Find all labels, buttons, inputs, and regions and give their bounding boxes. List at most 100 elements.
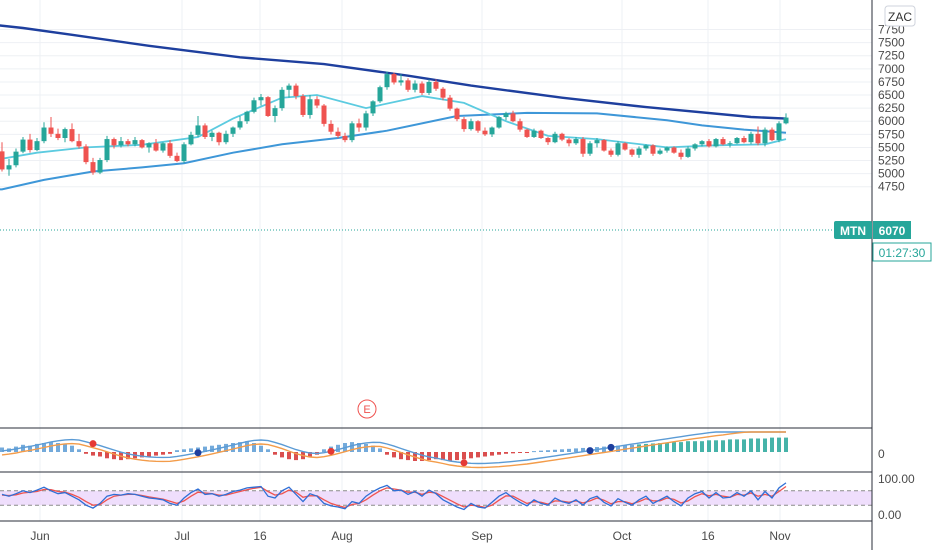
candle	[293, 83, 299, 100]
macd-hist-bar	[0, 447, 4, 452]
candle-body	[328, 123, 334, 132]
candle-body	[125, 141, 131, 145]
candle-body	[34, 141, 40, 151]
candle	[391, 72, 397, 85]
macd-hist-bar	[406, 452, 410, 461]
candle-body	[132, 140, 138, 145]
macd-hist-bar	[427, 452, 431, 461]
candle-body	[615, 143, 621, 155]
candle-body	[643, 145, 649, 149]
candle	[321, 103, 327, 127]
candle	[622, 142, 628, 151]
macd-hist-bar	[518, 452, 522, 453]
candle	[503, 111, 509, 121]
candle	[55, 128, 61, 141]
candle	[566, 138, 572, 147]
candle	[720, 136, 726, 146]
candle-body	[720, 139, 726, 145]
candle	[762, 127, 768, 147]
macd-hist-bar	[259, 445, 263, 452]
price-tick-label: 7500	[878, 36, 905, 50]
candle	[237, 116, 243, 130]
candle	[426, 79, 432, 96]
macd-hist-bar	[203, 446, 207, 452]
candle-body	[426, 81, 432, 93]
candle-body	[545, 138, 551, 143]
macd-hist-bar	[469, 452, 473, 459]
macd-hist-bar	[105, 452, 109, 459]
price-axis[interactable]: 7750750072507000675065006250600057505500…	[878, 23, 905, 194]
macd-hist-bar	[168, 452, 172, 454]
candle	[48, 117, 54, 137]
candle	[27, 133, 33, 153]
candle	[195, 116, 201, 137]
macd-hist-bar	[665, 443, 669, 452]
macd-hist-bar	[581, 447, 585, 452]
candle	[300, 93, 306, 118]
macd-hist-bar	[483, 452, 487, 457]
candle	[188, 131, 194, 146]
event-marker[interactable]: E	[357, 399, 377, 419]
candle	[328, 120, 334, 135]
macd-hist-bar	[525, 452, 529, 453]
macd-hist-bar	[497, 452, 501, 455]
candle	[251, 97, 257, 114]
time-axis[interactable]: Jun Jul 16 Aug Sep Oct 16 Nov	[30, 529, 790, 543]
time-tick-label: 16	[253, 529, 267, 543]
candle-body	[517, 121, 523, 130]
candle	[202, 123, 208, 140]
candle-body	[762, 129, 768, 144]
macd-hist-bar	[245, 441, 249, 452]
macd-hist-bar	[448, 452, 452, 461]
candle-body	[307, 99, 313, 115]
macd-hist-bar	[434, 452, 438, 460]
candle	[335, 127, 341, 139]
candle	[118, 136, 124, 148]
candle	[363, 110, 369, 131]
macd-hist-bar	[308, 452, 312, 458]
macd-hist-bar	[616, 445, 620, 452]
macd-hist-bar	[294, 452, 298, 461]
time-tick-label: Jul	[174, 529, 189, 543]
candle-body	[713, 139, 719, 147]
candle-body	[321, 105, 327, 124]
candle-body	[391, 74, 397, 83]
time-tick-label: Sep	[471, 529, 493, 543]
candle-body	[489, 127, 495, 135]
candle-body	[69, 129, 75, 142]
candle	[104, 135, 110, 163]
currency-button-label: ZAC	[888, 10, 912, 24]
macd-hist-bar	[441, 452, 445, 461]
macd-hist-bar	[721, 440, 725, 452]
macd-hist-bar	[210, 445, 214, 452]
svg-text:01:27:30: 01:27:30	[879, 246, 926, 260]
countdown-tag: 01:27:30	[872, 242, 932, 262]
candle	[447, 95, 453, 111]
macd-hist-bar	[371, 445, 375, 452]
candle-body	[657, 150, 663, 154]
candle	[538, 129, 544, 140]
candle-body	[734, 138, 740, 144]
candle	[0, 142, 5, 172]
macd-hist-bar	[476, 452, 480, 458]
candle-body	[664, 147, 670, 151]
macd-hist-bar	[707, 440, 711, 452]
candle	[209, 130, 215, 142]
candle	[587, 141, 593, 156]
candle	[454, 107, 460, 122]
candle	[244, 110, 250, 124]
time-tick-label: Nov	[769, 529, 790, 543]
candle-body	[195, 125, 201, 135]
candle-body	[90, 162, 96, 173]
candle-body	[524, 129, 530, 137]
currency-button[interactable]: ZAC	[884, 5, 916, 27]
macd-cross-dot-red	[327, 447, 335, 455]
candle	[83, 144, 89, 165]
macd-hist-bar	[161, 452, 165, 455]
macd-hist-bar	[637, 444, 641, 452]
candle	[776, 121, 782, 143]
candle-body	[580, 139, 586, 154]
candle-body	[167, 143, 173, 156]
candle	[342, 132, 348, 143]
